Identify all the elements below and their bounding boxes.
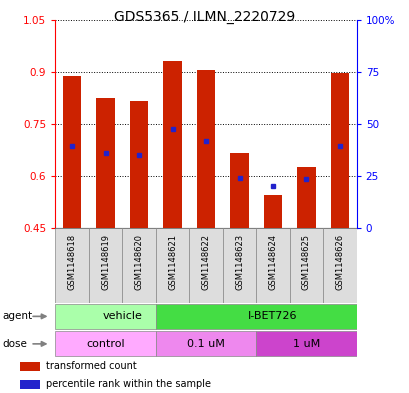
Text: GSM1148625: GSM1148625 bbox=[301, 234, 310, 290]
FancyBboxPatch shape bbox=[155, 331, 256, 356]
Bar bbox=[130, 101, 148, 228]
Text: 1 uM: 1 uM bbox=[292, 339, 319, 349]
FancyBboxPatch shape bbox=[189, 228, 222, 303]
FancyBboxPatch shape bbox=[155, 304, 356, 329]
FancyBboxPatch shape bbox=[256, 331, 356, 356]
Text: GSM1148621: GSM1148621 bbox=[168, 234, 177, 290]
Text: GSM1148620: GSM1148620 bbox=[134, 234, 143, 290]
FancyBboxPatch shape bbox=[155, 228, 189, 303]
Text: GSM1148623: GSM1148623 bbox=[234, 234, 243, 290]
Text: GSM1148618: GSM1148618 bbox=[67, 234, 76, 290]
Bar bbox=[263, 195, 281, 228]
Text: GSM1148626: GSM1148626 bbox=[335, 234, 344, 290]
FancyBboxPatch shape bbox=[322, 228, 356, 303]
FancyBboxPatch shape bbox=[55, 331, 155, 356]
Bar bbox=[163, 61, 181, 228]
FancyBboxPatch shape bbox=[55, 228, 89, 303]
Text: vehicle: vehicle bbox=[102, 311, 142, 321]
FancyBboxPatch shape bbox=[89, 228, 122, 303]
Text: GSM1148624: GSM1148624 bbox=[268, 234, 277, 290]
Text: control: control bbox=[86, 339, 125, 349]
Bar bbox=[297, 167, 315, 228]
Bar bbox=[96, 98, 115, 228]
FancyBboxPatch shape bbox=[222, 228, 256, 303]
FancyBboxPatch shape bbox=[55, 304, 155, 329]
Bar bbox=[20, 362, 40, 371]
Text: percentile rank within the sample: percentile rank within the sample bbox=[45, 379, 210, 389]
Bar bbox=[20, 380, 40, 389]
Bar bbox=[63, 76, 81, 228]
Text: GDS5365 / ILMN_2220729: GDS5365 / ILMN_2220729 bbox=[114, 10, 295, 24]
Text: GSM1148622: GSM1148622 bbox=[201, 234, 210, 290]
Bar bbox=[196, 70, 215, 228]
Text: 0.1 uM: 0.1 uM bbox=[187, 339, 225, 349]
FancyBboxPatch shape bbox=[122, 228, 155, 303]
FancyBboxPatch shape bbox=[256, 228, 289, 303]
Bar bbox=[230, 153, 248, 228]
Text: I-BET726: I-BET726 bbox=[247, 311, 297, 321]
Text: GSM1148619: GSM1148619 bbox=[101, 234, 110, 290]
Text: dose: dose bbox=[2, 339, 27, 349]
FancyBboxPatch shape bbox=[289, 228, 322, 303]
Bar bbox=[330, 73, 348, 228]
Text: transformed count: transformed count bbox=[45, 362, 136, 371]
Text: agent: agent bbox=[2, 311, 32, 321]
